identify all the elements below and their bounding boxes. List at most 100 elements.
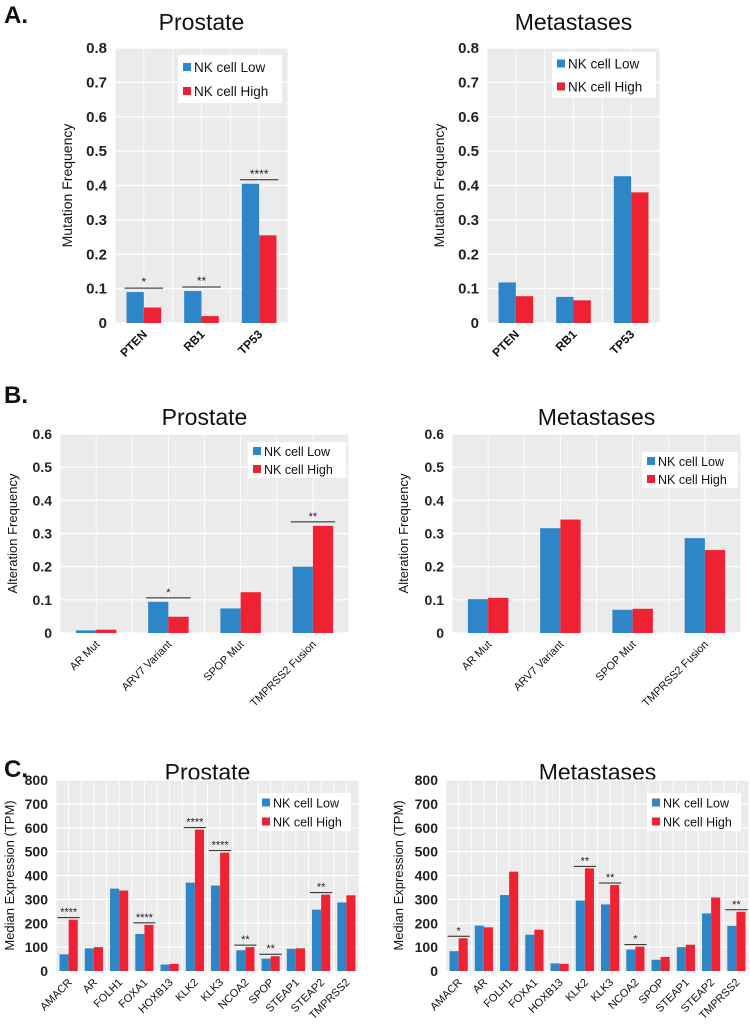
- bar-nk-low: [676, 947, 686, 971]
- bar-nk-low: [550, 963, 560, 971]
- chart-title: Prostate: [159, 9, 245, 35]
- x-tick-label: ARV7 Variant: [512, 639, 567, 694]
- significance-label: ****: [186, 817, 204, 829]
- chart-4: Metastases 0 0.1 0.2 0.3 0.4 0.5 0.6 Alteration …: [396, 404, 742, 710]
- y-tick-label: 0: [99, 315, 107, 332]
- bar-nk-low: [236, 950, 246, 971]
- legend-box: [642, 452, 738, 488]
- legend: NK cell Low NK cell High: [248, 442, 346, 478]
- bar-nk-low: [337, 902, 347, 971]
- y-tick-label: 0.6: [86, 109, 107, 126]
- bar-nk-low: [59, 954, 69, 971]
- bar-nk-low: [727, 925, 737, 971]
- significance-label: **: [309, 511, 318, 523]
- y-tick-label: 0.4: [33, 492, 53, 508]
- bar-nk-low: [651, 959, 661, 971]
- y-axis-label: Median Expression (TPM): [391, 800, 406, 950]
- bar-nk-low: [75, 630, 97, 633]
- x-tick-label: ARV7 Variant: [120, 639, 175, 694]
- bar-nk-low: [184, 291, 202, 323]
- y-tick-label: 500: [25, 844, 49, 860]
- bar-nk-high: [685, 944, 695, 971]
- y-axis-label: Alteration Frequency: [396, 473, 411, 593]
- bar-nk-high: [321, 894, 331, 971]
- legend-label: NK cell Low: [273, 797, 340, 811]
- y-tick-label: 0.1: [425, 592, 445, 608]
- bar-nk-high: [515, 296, 534, 323]
- chart-title: Metastases: [538, 404, 656, 430]
- chart-title: Metastases: [515, 9, 633, 35]
- x-tick-label: TMPRSS2 Fusion: [640, 639, 711, 710]
- bar-nk-low: [575, 900, 585, 971]
- bar-nk-high: [312, 525, 334, 633]
- legend: NK cell Low NK cell High: [642, 452, 738, 488]
- chart-3: Prostate 0 0.1 0.2 0.3 0.4 0.5 0.6 Alteration Fr…: [5, 404, 350, 710]
- y-tick-label: 300: [415, 891, 439, 907]
- bar-nk-low: [292, 566, 313, 633]
- x-tick-label: AMACR: [38, 977, 75, 1014]
- legend-label: NK cell Low: [658, 455, 725, 469]
- bar-nk-high: [168, 616, 189, 633]
- bar-nk-low: [467, 599, 489, 633]
- bar-nk-high: [245, 947, 255, 971]
- x-tick-label: RB1: [553, 327, 580, 354]
- bar-nk-low: [185, 882, 195, 971]
- x-tick-label: KLK2: [563, 977, 591, 1005]
- legend-label: NK cell High: [273, 816, 342, 830]
- bar-nk-high: [144, 924, 154, 971]
- bar-nk-high: [560, 519, 581, 633]
- y-axis-label: Mutation Frequency: [431, 124, 447, 248]
- legend-swatch-nk-high: [183, 87, 191, 95]
- bar-nk-low: [556, 296, 574, 323]
- y-tick-label: 0: [44, 625, 52, 641]
- bar-nk-low: [135, 933, 145, 971]
- bar-nk-high: [704, 550, 726, 633]
- legend-label: NK cell Low: [194, 60, 266, 75]
- x-tick-label: SPOP Mut: [202, 639, 247, 684]
- bar-nk-low: [110, 888, 120, 971]
- legend-label: NK cell High: [658, 473, 727, 487]
- y-tick-label: 0.2: [425, 559, 445, 575]
- x-tick-label: AMACR: [428, 977, 465, 1014]
- panel-label-c: C.: [4, 756, 28, 783]
- significance-label: **: [581, 855, 590, 867]
- legend-swatch-nk-low: [647, 457, 655, 465]
- legend-swatch-nk-low: [652, 798, 660, 807]
- y-axis-label: Mutation Frequency: [59, 124, 75, 248]
- y-tick-label: 0: [436, 625, 444, 641]
- bar-nk-high: [143, 307, 162, 323]
- legend-box: [178, 55, 282, 103]
- y-tick-label: 0.8: [458, 40, 479, 57]
- y-tick-label: 0.3: [86, 212, 107, 229]
- y-tick-label: 0.6: [425, 426, 445, 442]
- y-tick-label: 0.5: [458, 143, 479, 160]
- significance-label: **: [732, 899, 741, 911]
- bar-nk-low: [601, 904, 611, 971]
- bar-nk-low: [261, 958, 271, 971]
- bar-nk-high: [295, 948, 305, 971]
- y-tick-label: 300: [25, 891, 49, 907]
- bar-nk-high: [635, 946, 645, 971]
- y-tick-label: 700: [25, 796, 49, 812]
- y-tick-label: 0.1: [458, 281, 479, 298]
- bar-nk-low: [626, 949, 636, 971]
- bar-nk-high: [632, 608, 653, 633]
- legend-swatch-nk-high: [262, 817, 270, 826]
- bar-nk-high: [483, 927, 493, 971]
- bar-nk-high: [509, 871, 519, 971]
- legend-label: NK cell High: [264, 463, 333, 477]
- bar-nk-high: [93, 947, 103, 971]
- y-tick-label: 600: [415, 820, 439, 836]
- y-tick-label: 0.4: [425, 492, 445, 508]
- y-tick-label: 0: [430, 963, 438, 979]
- bar-nk-high: [169, 963, 179, 971]
- bar-nk-high: [68, 919, 78, 971]
- legend: NK cell Low NK cell High: [257, 793, 351, 831]
- significance-label: *: [166, 587, 171, 599]
- legend: NK cell Low NK cell High: [647, 793, 741, 831]
- y-tick-label: 0: [40, 963, 48, 979]
- bar-nk-low: [540, 528, 561, 633]
- x-tick-label: TMPRSS2 Fusion: [248, 639, 319, 710]
- significance-label: *: [633, 934, 638, 946]
- legend-label: NK cell Low: [663, 797, 730, 811]
